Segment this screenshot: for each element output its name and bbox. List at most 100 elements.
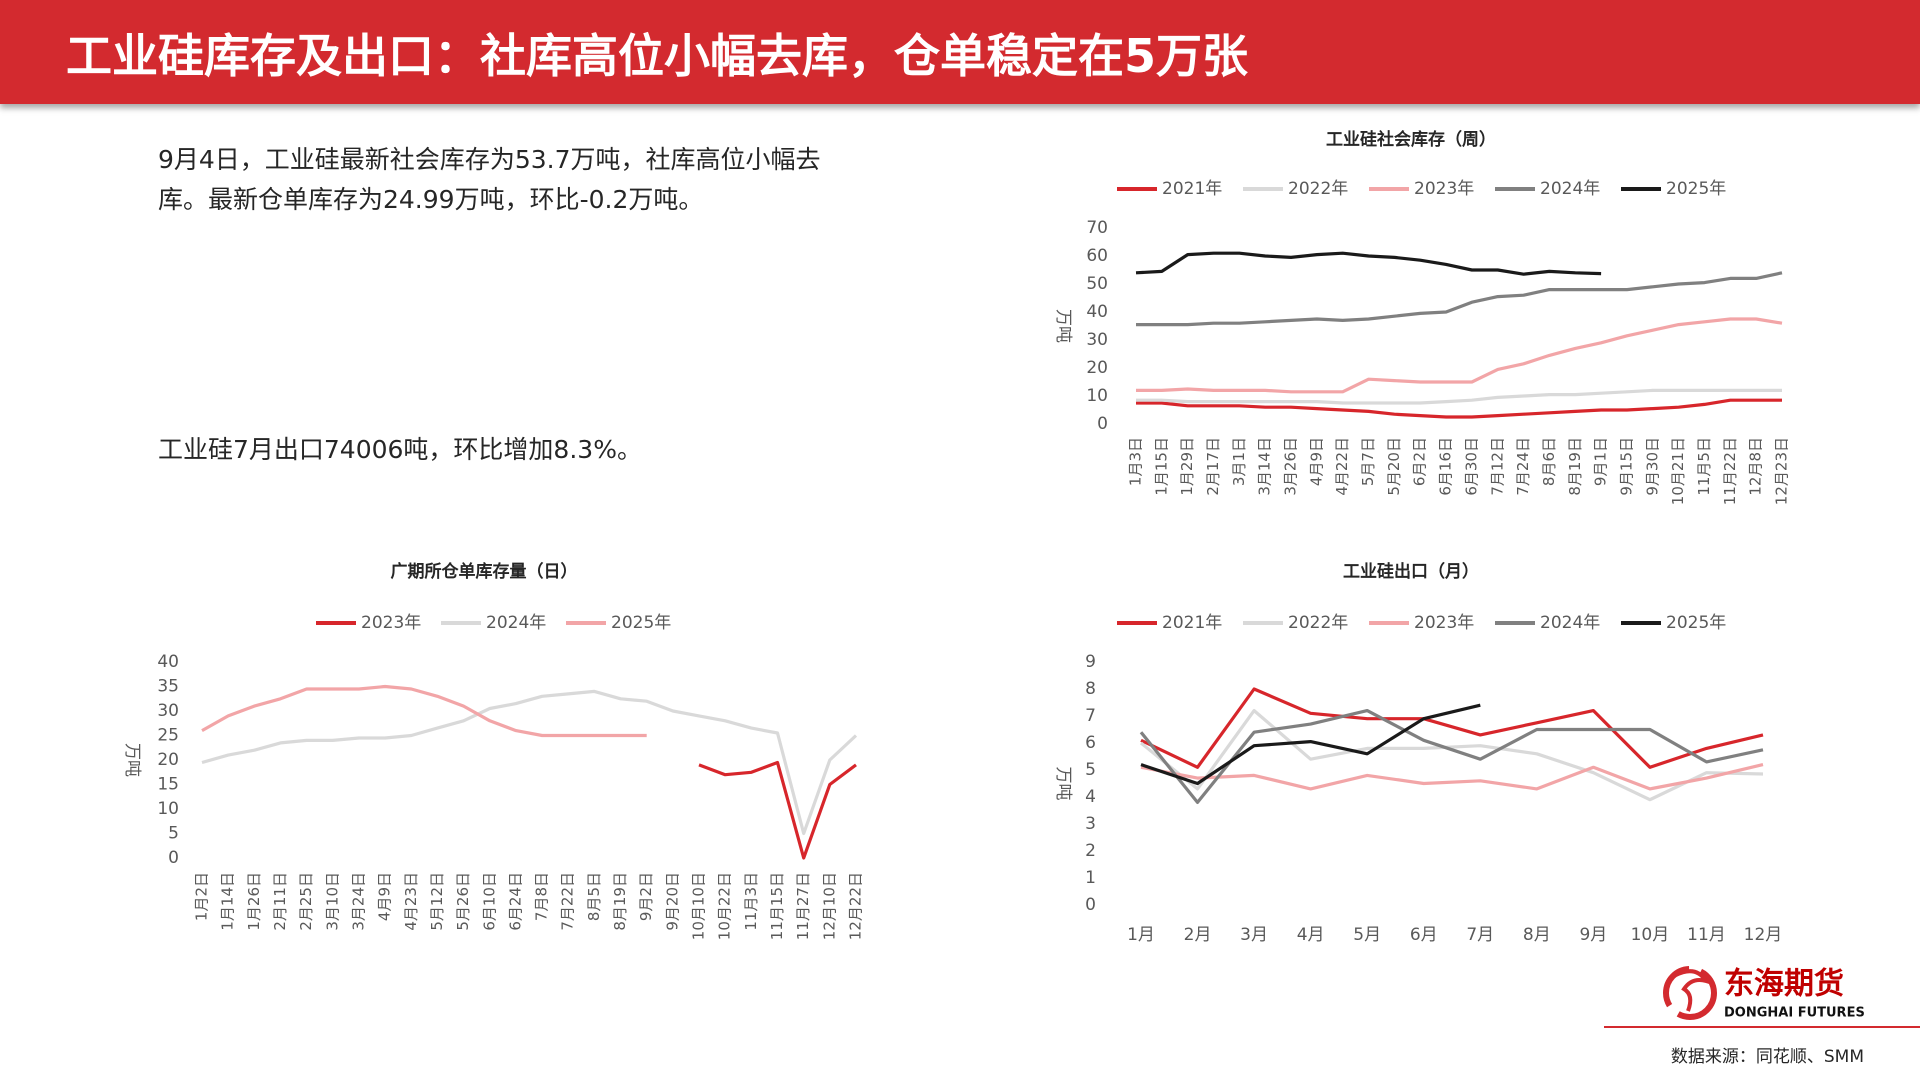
x-tick-label: 8月5日 bbox=[585, 872, 603, 921]
x-tick-label: 7月12日 bbox=[1488, 437, 1506, 496]
x-tick-label: 7月22日 bbox=[559, 872, 577, 931]
y-tick-label: 50 bbox=[1086, 274, 1108, 294]
x-tick-label: 9月15日 bbox=[1617, 437, 1635, 496]
y-axis-title: 万吨 bbox=[1053, 309, 1073, 343]
x-tick-label: 5月 bbox=[1353, 925, 1381, 945]
x-tick-label: 4月9日 bbox=[376, 872, 394, 921]
y-tick-label: 30 bbox=[157, 701, 179, 721]
x-tick-label: 1月2日 bbox=[193, 872, 211, 921]
legend-label: 2022年 bbox=[1288, 613, 1348, 633]
logo-mark bbox=[1663, 966, 1717, 1020]
legend-label: 2025年 bbox=[611, 613, 671, 633]
x-tick-label: 5月7日 bbox=[1359, 437, 1377, 486]
x-tick-label: 5月26日 bbox=[454, 872, 472, 931]
x-tick-label: 10月 bbox=[1631, 925, 1670, 945]
series-line bbox=[1136, 388, 1782, 405]
y-tick-label: 10 bbox=[157, 799, 179, 819]
y-tick-label: 20 bbox=[157, 750, 179, 770]
x-tick-label: 3月14日 bbox=[1256, 437, 1274, 496]
x-tick-label: 11月3日 bbox=[742, 872, 760, 931]
x-tick-label: 1月29日 bbox=[1178, 437, 1196, 496]
y-tick-label: 60 bbox=[1086, 246, 1108, 266]
x-tick-label: 6月2日 bbox=[1411, 437, 1429, 486]
legend-label: 2025年 bbox=[1666, 613, 1726, 633]
series-line bbox=[201, 689, 858, 836]
x-tick-label: 2月25日 bbox=[297, 872, 315, 931]
x-tick-label: 11月22日 bbox=[1721, 437, 1739, 505]
x-tick-label: 8月6日 bbox=[1540, 437, 1558, 486]
series-line bbox=[1139, 709, 1764, 802]
legend-label: 2025年 bbox=[1666, 179, 1726, 199]
x-tick-label: 6月 bbox=[1410, 925, 1438, 945]
x-tick-label: 12月22日 bbox=[847, 872, 865, 940]
x-tick-label: 9月30日 bbox=[1643, 437, 1661, 496]
x-tick-label: 3月 bbox=[1240, 925, 1268, 945]
x-tick-label: 6月16日 bbox=[1437, 437, 1455, 496]
x-tick-label: 1月15日 bbox=[1152, 437, 1170, 496]
legend-label: 2024年 bbox=[1540, 179, 1600, 199]
x-tick-label: 9月2日 bbox=[637, 872, 655, 921]
x-tick-label: 4月23日 bbox=[402, 872, 420, 931]
x-tick-label: 3月10日 bbox=[323, 872, 341, 931]
y-tick-label: 0 bbox=[1085, 895, 1096, 915]
x-tick-label: 4月 bbox=[1297, 925, 1325, 945]
x-tick-label: 3月1日 bbox=[1230, 437, 1248, 486]
y-tick-label: 30 bbox=[1086, 330, 1108, 350]
x-tick-label: 6月10日 bbox=[480, 872, 498, 931]
x-tick-label: 10月21日 bbox=[1669, 437, 1687, 505]
x-tick-label: 2月17日 bbox=[1204, 437, 1222, 496]
x-tick-label: 11月15日 bbox=[768, 872, 786, 940]
y-tick-label: 8 bbox=[1085, 679, 1096, 699]
legend-label: 2023年 bbox=[1414, 179, 1474, 199]
y-tick-label: 0 bbox=[168, 848, 179, 868]
series-line bbox=[1139, 709, 1764, 804]
y-tick-label: 25 bbox=[157, 726, 179, 746]
y-tick-label: 40 bbox=[157, 652, 179, 672]
logo-text: DONGHAI FUTURES bbox=[1724, 1006, 1865, 1021]
legend-label: 2023年 bbox=[1414, 613, 1474, 633]
logo-text: 东海期货 bbox=[1724, 967, 1844, 1002]
legend-label: 2021年 bbox=[1162, 613, 1222, 633]
logo: 东海期货 DONGHAI FUTURES bbox=[1663, 966, 1865, 1021]
y-axis-title: 万吨 bbox=[122, 743, 142, 777]
x-tick-label: 8月 bbox=[1523, 925, 1551, 945]
x-tick-label: 6月30日 bbox=[1462, 437, 1480, 496]
page-title: 工业硅库存及出口：社库高位小幅去库，仓单稳定在5万张 bbox=[66, 29, 1249, 83]
paragraph: 9月4日，工业硅最新社会库存为53.7万吨，社库高位小幅去库。最新仓单库存为24… bbox=[158, 145, 821, 214]
legend-label: 2021年 bbox=[1162, 179, 1222, 199]
y-tick-label: 2 bbox=[1085, 841, 1096, 861]
y-tick-label: 70 bbox=[1086, 218, 1108, 238]
x-tick-label: 4月9日 bbox=[1307, 437, 1325, 486]
x-tick-label: 7月 bbox=[1466, 925, 1494, 945]
y-tick-label: 20 bbox=[1086, 358, 1108, 378]
x-tick-label: 4月22日 bbox=[1333, 437, 1351, 496]
series-line bbox=[1136, 271, 1783, 327]
y-tick-label: 5 bbox=[168, 824, 179, 844]
paragraph: 工业硅7月出口74006吨，环比增加8.3%。 bbox=[158, 435, 642, 464]
x-tick-label: 3月26日 bbox=[1282, 437, 1300, 496]
x-tick-label: 1月 bbox=[1127, 925, 1155, 945]
source-note: 数据来源：同花顺、SMM bbox=[1670, 1047, 1864, 1067]
x-tick-label: 8月19日 bbox=[611, 872, 629, 931]
x-tick-label: 5月20日 bbox=[1385, 437, 1403, 496]
logo-mark bbox=[1675, 969, 1711, 1012]
y-tick-label: 3 bbox=[1085, 814, 1096, 834]
y-tick-label: 1 bbox=[1085, 868, 1096, 888]
y-tick-label: 35 bbox=[157, 677, 179, 697]
chart: 工业硅出口（月） 2021年 2022年 2023年 2024年 2025年 0 1 2 3 4 5 6… bbox=[1053, 561, 1782, 945]
x-tick-label: 10月22日 bbox=[716, 872, 734, 940]
chart-title: 工业硅出口（月） bbox=[1343, 561, 1479, 582]
chart: 工业硅社会库存（周） 2021年 2022年 2023年 2024年 2025年 0 10 20… bbox=[1053, 129, 1791, 505]
x-tick-label: 11月5日 bbox=[1695, 437, 1713, 496]
series-line bbox=[201, 684, 647, 738]
x-tick-label: 1月14日 bbox=[219, 872, 237, 931]
x-tick-label: 2月 bbox=[1184, 925, 1212, 945]
x-tick-label: 8月19日 bbox=[1566, 437, 1584, 496]
series-line bbox=[698, 760, 857, 860]
y-tick-label: 9 bbox=[1085, 652, 1096, 672]
x-tick-label: 9月20日 bbox=[663, 872, 681, 931]
legend-label: 2024年 bbox=[486, 613, 546, 633]
series-line bbox=[1135, 251, 1602, 276]
series-line bbox=[1140, 763, 1764, 791]
